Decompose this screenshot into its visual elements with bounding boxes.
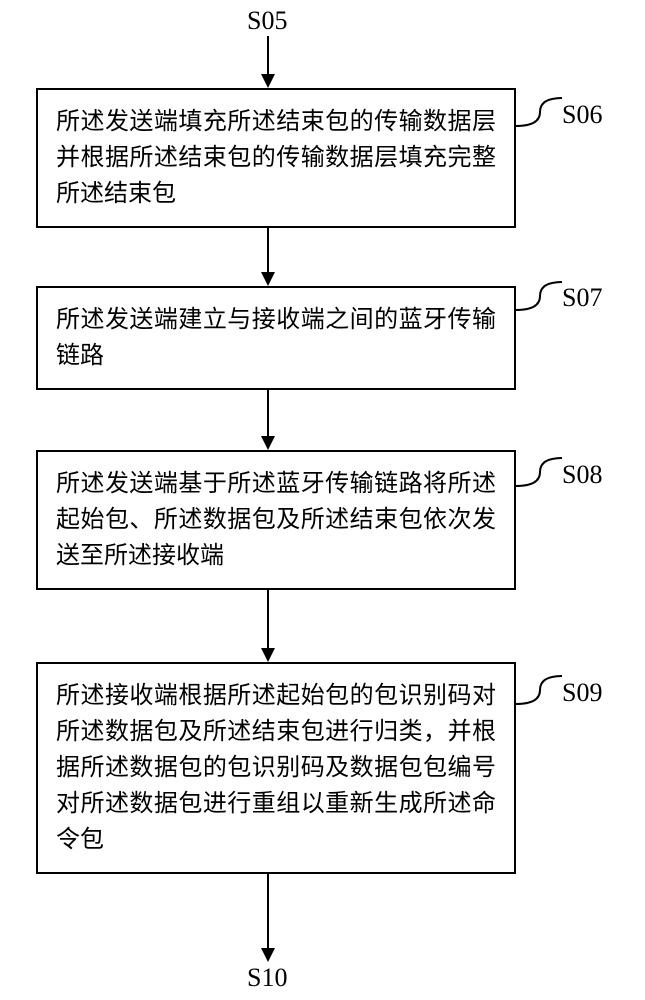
connector-s08 [516, 456, 564, 490]
step-s08-text: 所述发送端基于所述蓝牙传输链路将所述起始包、所述数据包及所述结束包依次发送至所述… [56, 471, 496, 569]
step-s08: 所述发送端基于所述蓝牙传输链路将所述起始包、所述数据包及所述结束包依次发送至所述… [36, 450, 516, 590]
arrow-3-head [261, 648, 275, 662]
arrow-1-line [267, 228, 269, 274]
flowchart-container: S05 所述发送端填充所述结束包的传输数据层并根据所述结束包的传输数据层填充完整… [0, 0, 645, 1000]
end-endpoint: S10 [247, 963, 287, 993]
arrow-2-line [267, 388, 269, 438]
step-s07: 所述发送端建立与接收端之间的蓝牙传输链路 [36, 286, 516, 390]
connector-s07 [516, 280, 564, 314]
step-s07-text: 所述发送端建立与接收端之间的蓝牙传输链路 [56, 307, 496, 369]
arrow-1-head [261, 272, 275, 286]
step-s06-label: S06 [562, 100, 602, 130]
step-s06-text: 所述发送端填充所述结束包的传输数据层并根据所述结束包的传输数据层填充完整所述结束… [56, 109, 496, 207]
arrow-3-line [267, 590, 269, 650]
step-s09-label: S09 [562, 678, 602, 708]
start-endpoint: S05 [247, 6, 287, 36]
connector-s09 [516, 674, 564, 708]
step-s07-label: S07 [562, 283, 602, 313]
step-s09-text: 所述接收端根据所述起始包的包识别码对所述数据包及所述结束包进行归类，并根据所述数… [56, 683, 496, 853]
arrow-4-line [267, 872, 269, 950]
arrow-0-head [261, 74, 275, 88]
connector-s06 [516, 96, 564, 130]
arrow-2-head [261, 436, 275, 450]
step-s09: 所述接收端根据所述起始包的包识别码对所述数据包及所述结束包进行归类，并根据所述数… [36, 662, 516, 874]
arrow-0-line [267, 36, 269, 76]
arrow-4-head [261, 948, 275, 962]
step-s08-label: S08 [562, 460, 602, 490]
step-s06: 所述发送端填充所述结束包的传输数据层并根据所述结束包的传输数据层填充完整所述结束… [36, 88, 516, 228]
